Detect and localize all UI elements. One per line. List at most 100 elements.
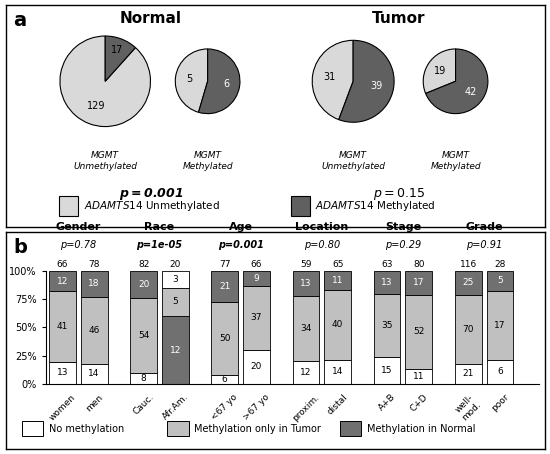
- Text: Normal: Normal: [120, 11, 182, 26]
- Text: 37: 37: [251, 313, 262, 322]
- Text: 5: 5: [172, 297, 178, 306]
- Text: $\bfit{p{=}0.001}$: $\bfit{p{=}0.001}$: [119, 186, 183, 202]
- Bar: [81, 271, 107, 297]
- Text: Stage: Stage: [385, 222, 421, 232]
- Text: 9: 9: [254, 274, 260, 283]
- Text: p=0.91: p=0.91: [466, 240, 502, 250]
- Text: Cauc.: Cauc.: [131, 393, 156, 417]
- Bar: [455, 271, 482, 295]
- Text: A+B: A+B: [377, 393, 397, 413]
- Text: $\mathit{ADAMTS14}$ Methylated: $\mathit{ADAMTS14}$ Methylated: [315, 199, 436, 213]
- Bar: [21, 421, 43, 436]
- Text: 39: 39: [370, 80, 383, 90]
- Text: b: b: [14, 238, 28, 257]
- Bar: [455, 364, 482, 384]
- Bar: [405, 271, 432, 295]
- Text: 34: 34: [300, 324, 312, 333]
- Text: p=0.001: p=0.001: [218, 240, 263, 250]
- Text: men: men: [84, 393, 104, 413]
- Text: poor: poor: [490, 393, 510, 414]
- Text: 28: 28: [494, 260, 505, 269]
- Text: 42: 42: [465, 87, 477, 97]
- Text: 40: 40: [332, 321, 343, 329]
- Text: p=0.29: p=0.29: [385, 240, 421, 250]
- Text: Age: Age: [229, 222, 252, 232]
- Text: 11: 11: [413, 372, 425, 381]
- Text: Gender: Gender: [56, 222, 101, 232]
- Bar: [49, 291, 76, 362]
- Text: MGMT
Unmethylated: MGMT Unmethylated: [73, 151, 137, 172]
- Text: Methylation only in Tumor: Methylation only in Tumor: [194, 424, 321, 434]
- Text: 25: 25: [463, 278, 474, 287]
- Text: 54: 54: [138, 331, 149, 340]
- Text: 77: 77: [219, 260, 230, 269]
- Text: 17: 17: [413, 278, 425, 287]
- Text: 8: 8: [141, 374, 146, 383]
- Text: 50: 50: [219, 334, 230, 343]
- Text: Tumor: Tumor: [372, 11, 426, 26]
- Text: 63: 63: [381, 260, 393, 269]
- Text: 6: 6: [497, 367, 503, 376]
- Text: 12: 12: [300, 368, 312, 377]
- Text: 82: 82: [138, 260, 149, 269]
- Text: 20: 20: [169, 260, 181, 269]
- Text: $\mathit{ADAMTS14}$ Unmethylated: $\mathit{ADAMTS14}$ Unmethylated: [84, 199, 219, 213]
- Text: MGMT
Methylated: MGMT Methylated: [182, 151, 233, 172]
- Text: Location: Location: [295, 222, 348, 232]
- Text: p=0.80: p=0.80: [304, 240, 340, 250]
- Text: 20: 20: [251, 362, 262, 371]
- Text: 5: 5: [186, 74, 192, 84]
- Bar: [59, 196, 78, 216]
- Bar: [49, 362, 76, 384]
- Bar: [487, 271, 513, 291]
- Text: 35: 35: [381, 321, 393, 330]
- Text: 59: 59: [300, 260, 312, 269]
- Bar: [81, 297, 107, 364]
- Bar: [293, 361, 320, 384]
- Bar: [130, 373, 157, 384]
- Bar: [243, 286, 270, 350]
- Bar: [211, 375, 238, 384]
- Text: 13: 13: [57, 369, 68, 377]
- Text: 3: 3: [172, 275, 178, 284]
- Text: 19: 19: [434, 66, 446, 76]
- Bar: [162, 288, 189, 316]
- Bar: [211, 301, 238, 375]
- Text: 17: 17: [111, 44, 124, 54]
- Bar: [324, 360, 351, 384]
- Bar: [405, 369, 432, 384]
- Bar: [324, 290, 351, 360]
- Bar: [81, 364, 107, 384]
- Text: proxim.: proxim.: [290, 393, 321, 423]
- Bar: [291, 196, 310, 216]
- Text: 17: 17: [494, 321, 505, 330]
- Text: 70: 70: [463, 325, 474, 334]
- Text: Grade: Grade: [465, 222, 503, 232]
- Text: women: women: [47, 393, 77, 422]
- Bar: [243, 271, 270, 286]
- Text: 78: 78: [89, 260, 100, 269]
- Wedge shape: [105, 36, 135, 81]
- Text: 41: 41: [57, 322, 68, 331]
- Text: MGMT
Unmethylated: MGMT Unmethylated: [321, 151, 385, 172]
- Text: 66: 66: [251, 260, 262, 269]
- Text: 13: 13: [300, 279, 312, 288]
- Bar: [243, 350, 270, 384]
- Text: 46: 46: [89, 326, 100, 335]
- Wedge shape: [199, 49, 240, 114]
- Text: p=1e-05: p=1e-05: [136, 240, 183, 250]
- Text: 12: 12: [57, 276, 68, 286]
- Text: 116: 116: [460, 260, 477, 269]
- Text: C+D: C+D: [408, 393, 429, 414]
- Bar: [373, 294, 400, 357]
- Text: $\mathit{p{=}0.15}$: $\mathit{p{=}0.15}$: [373, 186, 425, 202]
- Text: MGMT
Methylated: MGMT Methylated: [430, 151, 481, 172]
- Bar: [293, 271, 320, 296]
- Text: 21: 21: [463, 369, 474, 378]
- Bar: [162, 271, 189, 288]
- Wedge shape: [60, 36, 151, 127]
- Text: >67 yo: >67 yo: [241, 393, 271, 422]
- Bar: [324, 271, 351, 290]
- Bar: [373, 357, 400, 384]
- Text: 80: 80: [413, 260, 425, 269]
